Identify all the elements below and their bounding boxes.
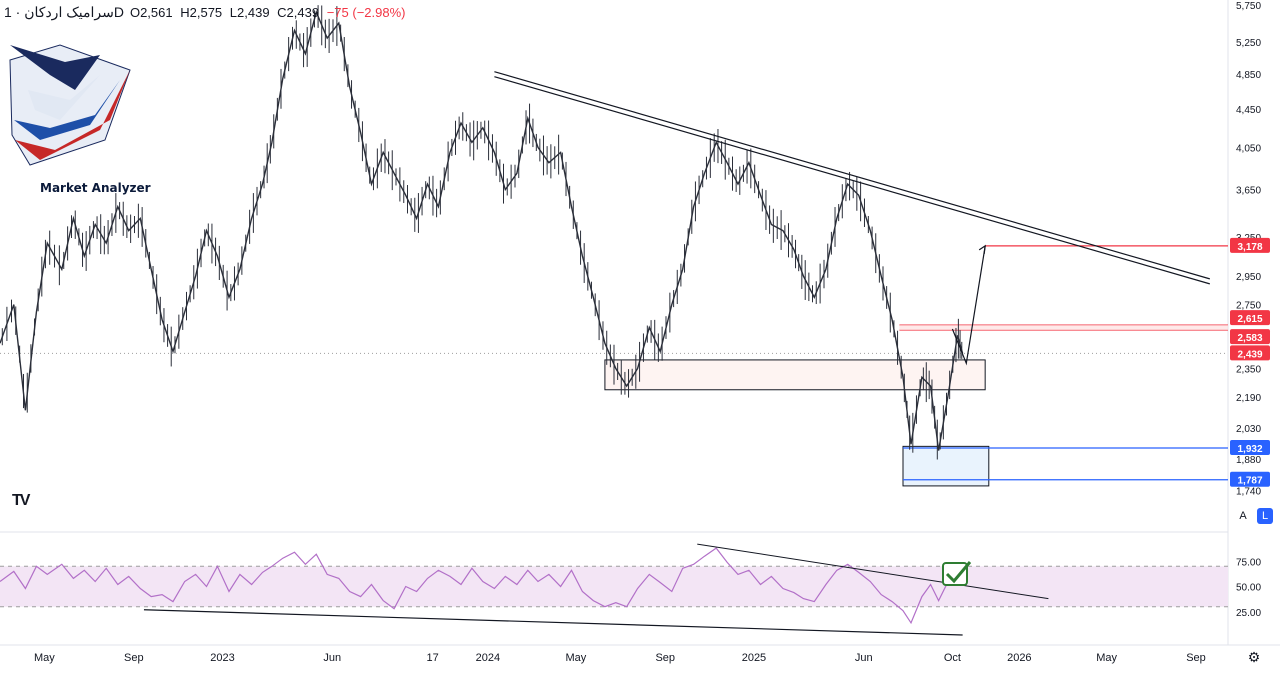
price-tick-label: 4,050 (1236, 143, 1261, 154)
price-tag-label: 2,439 (1237, 349, 1262, 360)
price-tick-label: 5,250 (1236, 38, 1261, 49)
rsi-axis[interactable]: 75.00 50.00 25.00 (1236, 557, 1261, 619)
price-tags: 3,178 2,615 2,583 2,439 1,932 1,787 (1230, 237, 1270, 487)
market-analyzer-logo (9, 44, 131, 166)
time-tick-label: May (565, 652, 586, 664)
price-tag-label: 2,583 (1237, 333, 1262, 344)
rsi-lower-trendline (143, 609, 963, 636)
auto-scale-button[interactable]: A (1235, 508, 1251, 524)
price-tag (1230, 471, 1270, 487)
time-tick-label: 17 (426, 652, 438, 664)
time-axis[interactable]: May Sep 2023 Jun 17 2024 May Sep 2025 Jun Oct 2026 M… (34, 652, 1206, 664)
symbol-title[interactable]: سرامیک اردکان · 1D (4, 4, 124, 20)
time-tick-label: Oct (944, 652, 961, 664)
tradingview-logo[interactable]: TV (12, 492, 31, 509)
time-tick-label: May (1096, 652, 1117, 664)
price-tick-label: 1,740 (1236, 487, 1261, 498)
ohlc-values: O2,561 H2,575 L2,439 C2,439 −75 (−2.98%) (130, 5, 410, 20)
low-value: L2,439 (229, 5, 270, 20)
price-tick-label: 4,450 (1236, 105, 1261, 116)
trendlines (494, 71, 1210, 366)
price-tag (1230, 345, 1270, 361)
time-tick-label: 2023 (210, 652, 234, 664)
projection-arrow (951, 245, 986, 366)
time-tick-label: 2026 (1007, 652, 1031, 664)
gear-icon[interactable]: ⚙ (1247, 649, 1261, 665)
rsi-tick-label: 25.00 (1236, 608, 1261, 619)
zones (604, 359, 990, 487)
rsi-line (0, 547, 963, 625)
price-tag (1230, 310, 1270, 326)
price-tag (1230, 329, 1270, 345)
price-tick-label: 1,880 (1236, 455, 1261, 466)
time-tick-label: Sep (655, 652, 675, 664)
price-tag-label: 2,615 (1237, 314, 1262, 325)
level-lines (0, 245, 1228, 481)
descending-trendline (494, 71, 1210, 280)
price-series (0, 5, 964, 460)
rsi-tick-label: 75.00 (1236, 557, 1261, 568)
price-tick-label: 2,350 (1236, 364, 1261, 375)
price-tick-label: 2,950 (1236, 272, 1261, 283)
logo-text: Market Analyzer (40, 181, 151, 195)
support-zone (604, 359, 986, 391)
rsi-band-fill (0, 566, 1228, 607)
price-tick-label: 4,850 (1236, 70, 1261, 81)
price-tick-label: 2,030 (1236, 424, 1261, 435)
price-tick-label: 3,650 (1236, 186, 1261, 197)
price-tag (1230, 237, 1270, 253)
price-tick-label: 2,750 (1236, 301, 1261, 312)
time-tick-label: Jun (323, 652, 341, 664)
arrow-head (978, 244, 986, 254)
rsi-series (0, 543, 1049, 636)
rsi-tick-label: 50.00 (1236, 583, 1261, 594)
price-tag-label: 1,932 (1237, 444, 1262, 455)
price-tick-label: 5,750 (1236, 1, 1261, 12)
descending-trendline-lower (494, 76, 1210, 285)
check-icon (942, 561, 972, 586)
price-tick-label: 2,190 (1236, 393, 1261, 404)
time-tick-label: May (34, 652, 55, 664)
price-axis[interactable]: 5,7505,2504,8504,4504,0503,6503,2502,950… (1236, 1, 1261, 498)
log-scale-button[interactable]: L (1257, 508, 1273, 524)
close-value: C2,439 (277, 5, 320, 20)
price-tag-label: 1,787 (1237, 476, 1262, 487)
symbol-header[interactable]: سرامیک اردکان · 1D O2,561 H2,575 L2,439 … (4, 4, 410, 21)
time-tick-label: 2024 (476, 652, 500, 664)
price-tag (1230, 440, 1270, 456)
rsi-band (0, 565, 1228, 608)
resistance-zone (899, 325, 1228, 331)
high-value: H2,575 (180, 5, 223, 20)
change-value: −75 (−2.98%) (326, 5, 406, 20)
time-tick-label: Sep (124, 652, 144, 664)
time-tick-label: Sep (1186, 652, 1206, 664)
price-tag-label: 3,178 (1237, 242, 1262, 253)
price-line (0, 9, 964, 451)
time-tick-label: Jun (855, 652, 873, 664)
open-value: O2,561 (129, 5, 173, 20)
time-tick-label: 2025 (742, 652, 766, 664)
rsi-trendline (697, 543, 1049, 600)
